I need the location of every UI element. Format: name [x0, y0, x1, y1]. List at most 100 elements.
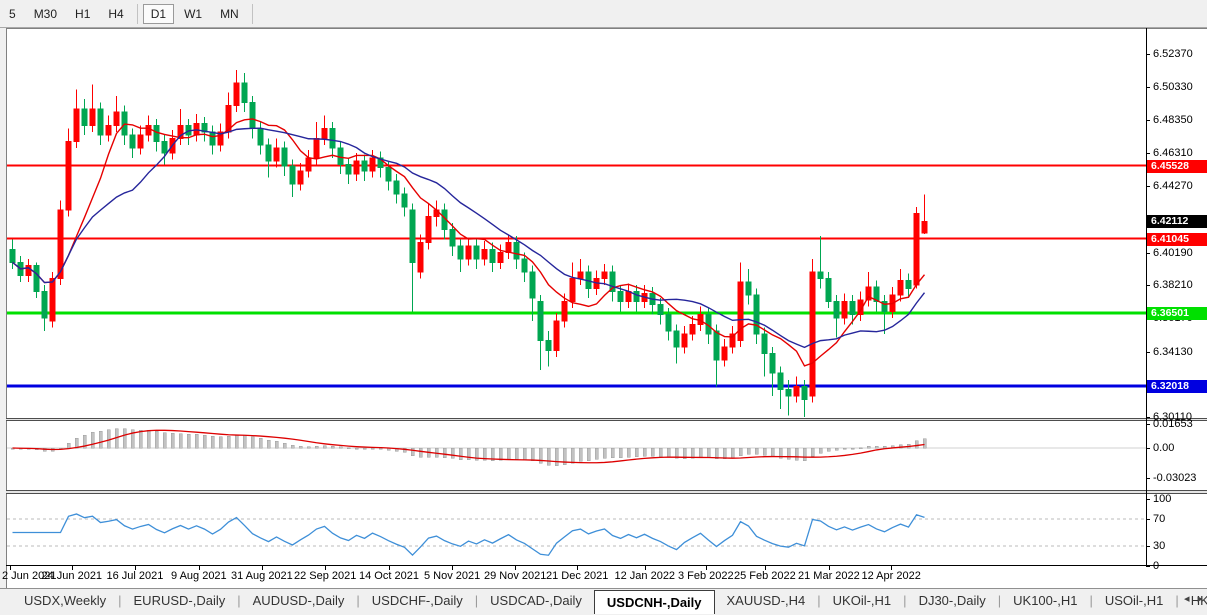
time-axis-tick	[325, 566, 326, 570]
time-axis-label: 5 Nov 2021	[424, 570, 481, 582]
tab-dj30-daily[interactable]: DJ30-,Daily	[918, 593, 986, 608]
time-axis-tick	[262, 566, 263, 570]
time-axis-label: 25 Feb 2022	[734, 570, 796, 582]
chart-tab-bar: USDX,Weekly | EURUSD-,Daily | AUDUSD-,Daily |…	[0, 588, 1207, 614]
timeframe-button-m30[interactable]: M30	[33, 6, 58, 21]
price-axis-label: 6.44270	[1153, 180, 1193, 193]
time-axis-tick	[829, 566, 830, 570]
tab-separator: |	[997, 593, 1002, 608]
time-axis-label: 31 Aug 2021	[231, 570, 293, 582]
time-axis-tick	[452, 566, 453, 570]
time-axis-label: 16 Jul 2021	[106, 570, 164, 582]
macd-axis-tick	[1146, 424, 1150, 425]
tab-separator: |	[817, 593, 821, 608]
tab-hk50-h1[interactable]: HK50-,H1	[1190, 593, 1207, 608]
price-axis-tick	[1146, 186, 1150, 188]
price-level-badge: 6.36501	[1147, 306, 1207, 320]
time-axis-label: 29 Nov 2021	[484, 570, 547, 582]
time-axis-label: 22 Sep 2021	[294, 570, 357, 582]
tab-usdx-weekly[interactable]: USDX,Weekly	[24, 593, 107, 608]
rsi-axis-label: 70	[1153, 513, 1166, 525]
tab-separator: |	[1175, 593, 1179, 608]
time-axis-border	[6, 565, 1207, 566]
time-axis-tick	[389, 566, 390, 570]
time-axis-label: 12 Apr 2022	[861, 570, 921, 582]
tab-xauusd-h4[interactable]: XAUUSD-,H4	[726, 593, 806, 608]
price-axis-label: 6.40190	[1153, 246, 1193, 259]
price-axis-label: 6.52370	[1153, 48, 1193, 60]
timeframe-button-h4[interactable]: H4	[108, 6, 124, 21]
tab-uk100-h1[interactable]: UK100-,H1	[1013, 593, 1078, 608]
tab-usdcad-daily[interactable]: USDCAD-,Daily	[490, 593, 582, 608]
macd-pane[interactable]	[7, 421, 1146, 489]
tab-audusd-daily[interactable]: AUDUSD-,Daily	[252, 593, 345, 608]
rsi-axis-tick	[1146, 519, 1150, 520]
timeframe-toolbar: 5 M30 H1 H4 D1 W1 MN	[0, 0, 1207, 28]
tab-ukoil-h1[interactable]: UKOil-,H1	[832, 593, 892, 608]
tab-separator: |	[903, 593, 907, 608]
time-axis-tick	[577, 566, 578, 570]
price-axis-label: 6.50330	[1153, 81, 1193, 94]
price-axis-tick	[1146, 351, 1150, 353]
price-axis-label: 6.34130	[1153, 345, 1193, 358]
tab-separator: |	[474, 593, 479, 608]
timeframe-button-d1[interactable]: D1	[142, 3, 175, 24]
time-axis-tick	[765, 566, 766, 570]
price-axis-label: 6.30110	[1153, 411, 1192, 424]
pane-splitter-macd[interactable]	[6, 418, 1207, 421]
tab-usoil-h1[interactable]: USOil-,H1	[1104, 593, 1164, 608]
time-axis-tick	[515, 566, 516, 570]
time-axis-label: 14 Oct 2021	[359, 570, 419, 582]
price-level-badge: 6.41045	[1147, 232, 1207, 246]
price-level-badge: 6.32018	[1147, 380, 1207, 393]
tab-scroll-left-icon[interactable]: ◂	[1183, 593, 1190, 605]
time-axis-label: 2 Jun 2021	[2, 570, 57, 582]
timeframe-button-h1[interactable]: H1	[75, 6, 91, 21]
price-level-badge: 6.42112	[1147, 215, 1207, 229]
price-axis-label: 6.46310	[1153, 146, 1193, 159]
rsi-axis-label: 0	[1153, 560, 1160, 573]
price-axis-tick	[1146, 87, 1150, 89]
tab-separator: |	[1089, 593, 1093, 608]
rsi-pane[interactable]	[7, 495, 1146, 565]
price-axis-border	[1146, 28, 1147, 566]
price-axis-tick	[1146, 417, 1150, 419]
price-axis-label: 6.38210	[1153, 278, 1193, 291]
pane-splitter-rsi[interactable]	[6, 490, 1207, 494]
price-chart-pane[interactable]	[7, 29, 1146, 417]
price-axis-tick	[1146, 152, 1150, 154]
time-axis-tick	[10, 566, 11, 570]
rsi-axis-tick	[1146, 546, 1150, 547]
rsi-axis-tick	[1146, 566, 1150, 568]
timeframe-button-5[interactable]: 5	[9, 6, 16, 21]
macd-axis-label: -0.03023	[1153, 472, 1197, 484]
tab-eurusd-daily[interactable]: EURUSD-,Daily	[133, 593, 226, 608]
price-axis-tick	[1146, 284, 1150, 286]
price-axis-tick	[1146, 119, 1150, 121]
time-axis-tick	[135, 566, 136, 570]
tab-scroll-right-icon[interactable]: ▸	[1197, 593, 1203, 605]
toolbar-separator	[251, 3, 253, 24]
tab-separator: |	[237, 593, 241, 608]
rsi-axis-tick	[1146, 498, 1150, 500]
time-axis-label: 12 Jan 2022	[614, 570, 676, 582]
tab-usdcnh-daily[interactable]: USDCNH-,Daily	[593, 590, 715, 614]
tab-separator: |	[356, 593, 360, 608]
timeframe-button-mn[interactable]: MN	[220, 6, 239, 21]
tab-usdchf-daily[interactable]: USDCHF-,Daily	[371, 593, 463, 608]
macd-axis-label: 0.00	[1153, 442, 1175, 454]
time-axis-label: 24 Jun 2021	[41, 570, 103, 582]
tab-separator: |	[118, 593, 122, 608]
time-axis-label: 21 Mar 2022	[798, 570, 860, 582]
rsi-axis-label: 30	[1153, 540, 1166, 552]
time-axis-tick	[706, 566, 707, 570]
macd-axis-tick	[1146, 478, 1150, 479]
time-axis-label: 9 Aug 2021	[171, 570, 227, 582]
tab-scroll-arrows: ◂ ▸	[1176, 592, 1203, 605]
time-axis-label: 3 Feb 2022	[678, 570, 734, 582]
time-axis-label: 21 Dec 2021	[546, 570, 609, 582]
time-axis-tick	[199, 566, 200, 570]
timeframe-button-w1[interactable]: W1	[184, 6, 203, 21]
macd-axis-label: 0.01653	[1153, 418, 1193, 430]
